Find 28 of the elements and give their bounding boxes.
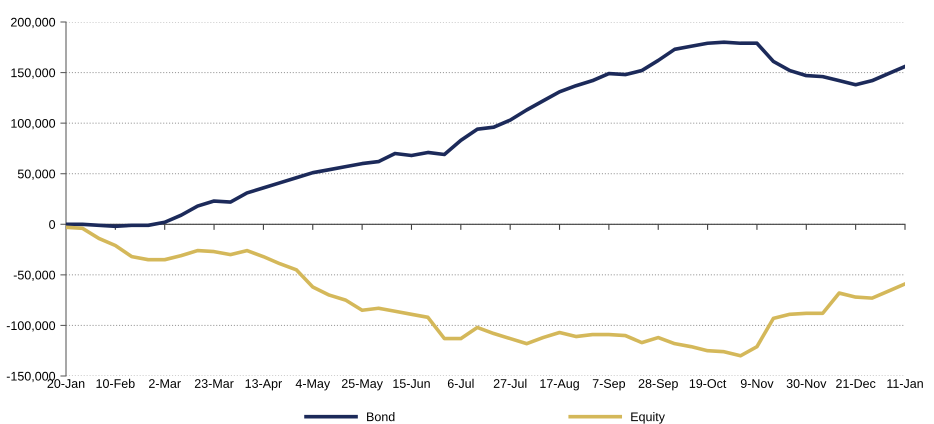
y-tick-label: 50,000 [18,170,56,180]
x-tick-label: 21-Dec [836,379,876,388]
x-tick-label: 2-Mar [149,379,181,388]
y-tick-label: 150,000 [11,68,56,79]
x-tick-label: 30-Nov [786,379,826,388]
y-tick-label: 200,000 [11,18,56,28]
y-tick-label: -50,000 [14,270,56,281]
y-tick-label: 100,000 [11,118,56,130]
x-tick-label: 17-Aug [540,379,579,390]
x-tick-label: 23-Mar [194,379,234,388]
x-tick-label: 15-Jun [393,379,430,388]
x-tick-label: 7-Sep [592,379,626,390]
legend-label: Bond [367,412,394,422]
line-series [66,40,905,228]
x-tick-label: 10-Feb [96,378,135,388]
legend-label: Equity [631,412,665,424]
y-tick-label: 0 [49,220,56,229]
x-tick-label: 27-Jul [494,378,526,388]
x-tick-label: 28-Sep [638,379,678,390]
x-tick-label: 6-Jul [448,378,474,388]
x-tick-label: 11-Jan [887,379,923,388]
x-tick-label: 19-Oct [690,379,726,388]
x-tick-label: 25-May [342,379,383,390]
y-tick-label: -100,000 [6,321,56,332]
x-tick-label: 4-May [296,379,330,390]
line-series [66,226,905,358]
x-tick-label: 13-Apr [246,379,282,390]
x-tick-label: 9-Nov [740,379,774,388]
